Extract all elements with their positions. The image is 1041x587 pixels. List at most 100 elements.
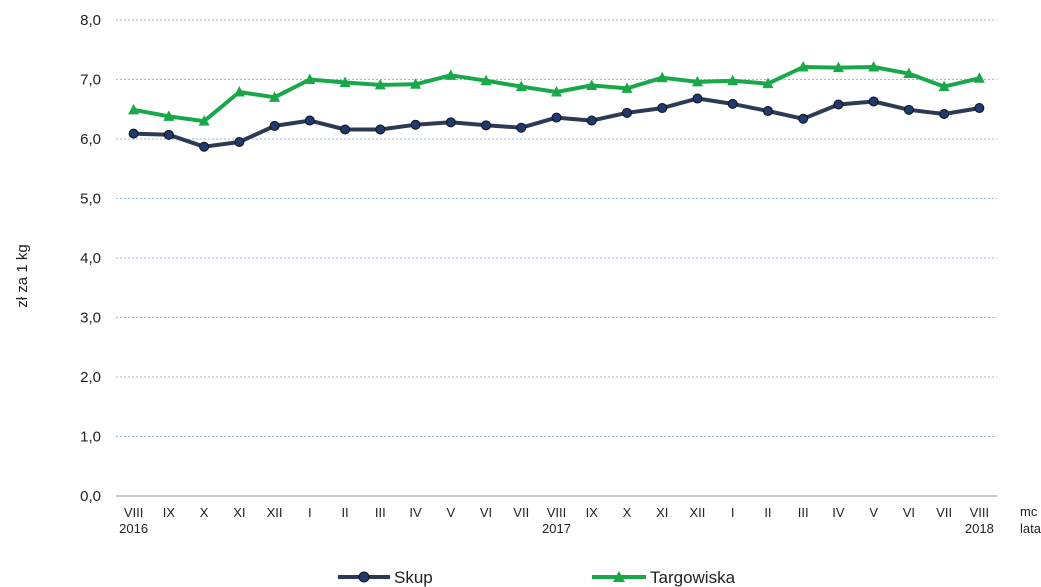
data-point-skup bbox=[516, 122, 527, 133]
y-axis-ticks: 0,0 1,0 2,0 3,0 4,0 5,0 6,0 7,0 8,0 bbox=[80, 12, 101, 505]
y-tick-label: 1,0 bbox=[80, 429, 101, 446]
legend-targowiska-marker bbox=[613, 571, 625, 582]
data-point-skup bbox=[481, 120, 492, 131]
x-axis-unit-years: lata bbox=[1020, 521, 1041, 536]
x-tick-label: XII bbox=[690, 505, 706, 520]
data-point-skup bbox=[586, 115, 597, 126]
x-tick-label: III bbox=[375, 505, 386, 520]
data-point-skup bbox=[657, 103, 668, 114]
data-point-targowiska bbox=[762, 77, 774, 89]
legend-targowiska-label: Targowiska bbox=[650, 568, 736, 587]
legend-skup-label: Skup bbox=[394, 568, 433, 587]
x-tick-label: VIII bbox=[547, 505, 567, 520]
data-point-skup bbox=[868, 96, 879, 107]
y-tick-label: 3,0 bbox=[80, 310, 101, 327]
y-axis-label: zł za 1 kg bbox=[14, 244, 31, 307]
data-point-skup bbox=[445, 117, 456, 128]
x-tick-label: X bbox=[623, 505, 632, 520]
data-point-skup bbox=[163, 129, 174, 140]
data-point-skup bbox=[128, 128, 139, 139]
x-tick-label: IX bbox=[586, 505, 599, 520]
x-tick-label: IV bbox=[409, 505, 422, 520]
x-axis-ticks: VIII IX X XI XII I II III IV V VI VII VIII IX X XI XII I I… bbox=[119, 505, 994, 536]
x-tick-label: X bbox=[200, 505, 209, 520]
x-tick-label: V bbox=[446, 505, 455, 520]
data-point-targowiska bbox=[198, 115, 210, 126]
legend-skup-marker bbox=[358, 571, 370, 583]
x-tick-label: I bbox=[731, 505, 735, 520]
data-point-targowiska bbox=[304, 73, 316, 84]
legend: Skup Targowiska bbox=[338, 568, 736, 587]
x-tick-label: VIII bbox=[970, 505, 990, 520]
series-skup bbox=[128, 93, 985, 152]
data-point-targowiska bbox=[797, 61, 809, 72]
data-point-skup bbox=[692, 93, 703, 104]
data-point-skup bbox=[798, 113, 809, 124]
x-tick-label: V bbox=[869, 505, 878, 520]
data-point-skup bbox=[199, 141, 210, 152]
x-tick-label: II bbox=[764, 505, 771, 520]
data-point-targowiska bbox=[515, 80, 527, 92]
data-point-targowiska bbox=[480, 74, 492, 86]
y-tick-label: 2,0 bbox=[80, 369, 101, 386]
y-tick-label: 7,0 bbox=[80, 72, 101, 89]
data-point-skup bbox=[304, 115, 315, 126]
data-point-skup bbox=[762, 106, 773, 117]
x-tick-label: XI bbox=[656, 505, 668, 520]
data-point-skup bbox=[621, 107, 632, 118]
data-point-targowiska bbox=[551, 85, 562, 97]
data-point-skup bbox=[269, 120, 280, 131]
x-tick-label: IX bbox=[163, 505, 176, 520]
data-point-targowiska bbox=[973, 72, 985, 83]
data-point-targowiska bbox=[374, 78, 386, 90]
y-tick-label: 0,0 bbox=[80, 488, 101, 505]
x-tick-label: VIII bbox=[124, 505, 144, 520]
series-lines bbox=[128, 61, 985, 152]
data-point-skup bbox=[727, 98, 738, 109]
data-point-targowiska bbox=[868, 61, 880, 72]
legend-item-targowiska: Targowiska bbox=[592, 568, 736, 587]
x-year-label: 2017 bbox=[542, 521, 571, 536]
x-tick-label: IV bbox=[832, 505, 845, 520]
data-point-skup bbox=[833, 99, 844, 110]
data-point-skup bbox=[939, 109, 950, 120]
x-axis-unit-months: mc bbox=[1020, 504, 1038, 519]
data-point-targowiska bbox=[903, 67, 915, 79]
data-point-targowiska bbox=[445, 69, 457, 80]
data-point-targowiska bbox=[621, 82, 633, 93]
x-tick-label: XII bbox=[267, 505, 283, 520]
x-tick-label: VI bbox=[480, 505, 492, 520]
y-tick-label: 5,0 bbox=[80, 191, 101, 208]
data-point-targowiska bbox=[233, 85, 245, 97]
x-tick-label: III bbox=[798, 505, 809, 520]
data-point-targowiska bbox=[938, 80, 950, 92]
x-tick-label: I bbox=[308, 505, 312, 520]
data-point-skup bbox=[410, 119, 421, 130]
data-point-targowiska bbox=[727, 74, 739, 86]
x-tick-label: VII bbox=[936, 505, 952, 520]
x-tick-label: XI bbox=[233, 505, 245, 520]
data-point-targowiska bbox=[128, 103, 140, 115]
data-point-skup bbox=[974, 103, 985, 114]
x-year-label: 2018 bbox=[965, 521, 994, 536]
data-point-targowiska bbox=[269, 91, 281, 102]
data-point-targowiska bbox=[339, 76, 351, 87]
data-point-targowiska bbox=[586, 79, 598, 90]
data-point-targowiska bbox=[656, 71, 668, 83]
data-point-targowiska bbox=[691, 75, 703, 87]
x-tick-label: VI bbox=[903, 505, 915, 520]
data-point-targowiska bbox=[832, 61, 844, 73]
data-point-skup bbox=[340, 124, 351, 135]
data-point-skup bbox=[234, 136, 245, 147]
x-tick-label: II bbox=[341, 505, 348, 520]
data-point-targowiska bbox=[163, 110, 175, 121]
y-tick-label: 6,0 bbox=[80, 131, 101, 148]
data-point-skup bbox=[375, 124, 386, 135]
data-point-targowiska bbox=[410, 78, 422, 89]
gridlines bbox=[116, 19, 997, 497]
series-targowiska bbox=[128, 61, 985, 126]
data-point-skup bbox=[903, 104, 914, 115]
y-tick-label: 4,0 bbox=[80, 250, 101, 267]
